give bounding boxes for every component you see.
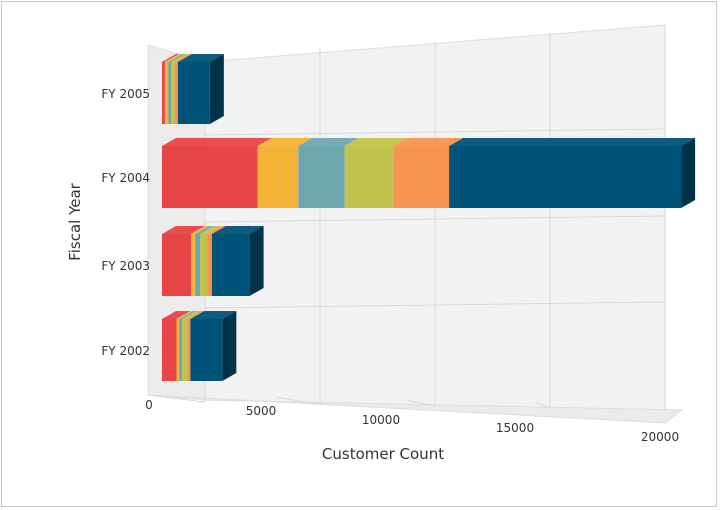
bar-segment-top [257,138,313,146]
x-tick-label: 15000 [496,421,534,435]
bar-segment [168,62,172,124]
bar-end-cap [249,226,264,296]
bar-segment [177,62,210,124]
bar-segment-top [177,54,224,62]
bars [162,54,696,381]
gridline-y [204,301,666,309]
bar-segment-top [200,226,222,234]
gridline-floor [277,397,321,405]
bar-segment [344,146,394,208]
y-tick-label: FY 2004 [101,171,150,185]
bar-segment [298,146,345,208]
gridline-floor [147,394,206,403]
y-axis-ticks: FY 2002 FY 2003 FY 2004 FY 2005 [101,87,150,358]
bar-segment-top [187,311,205,319]
bar-segment [162,234,191,296]
bar-segment-top [162,226,205,234]
bar-segment-top [162,138,272,146]
bar-segment [257,146,299,208]
bar-segment-top [162,54,179,62]
x-tick-label: 5000 [246,404,277,418]
bar-segment-top [182,311,202,319]
bar-segment-top [162,311,191,319]
bar-segment [179,319,183,381]
bar-segment [162,319,177,381]
bar-segment [174,62,178,124]
bar-segment [176,319,180,381]
bar-segment-top [344,138,408,146]
bar-segment-top [394,138,464,146]
bar-segment [171,62,175,124]
x-tick-label: 10000 [362,413,400,427]
bar-segment [162,62,165,124]
bar-segment [211,234,250,296]
bar-segment [191,234,196,296]
bar-segment-top [298,138,359,146]
chart-floor [147,394,684,424]
x-tick-label: 0 [145,398,153,412]
bar-segment [164,62,169,124]
bar-segment-top [164,54,183,62]
bar-end-cap [209,54,224,124]
gridlines [147,27,666,410]
bar-segment-top [449,138,696,146]
y-axis-title: Fiscal Year [66,182,84,260]
x-axis-ticks: 0 5000 10000 15000 20000 [145,398,679,444]
gridline-floor [535,402,551,409]
y-tick-label: FY 2003 [101,259,150,273]
bar-segment-top [174,54,192,62]
bar-segment-top [171,54,189,62]
bar-segment [162,146,258,208]
bar-segment [449,146,682,208]
bar-end-cap [681,138,696,208]
bar-segment-top [195,226,215,234]
bar-end-cap [222,311,237,381]
bar-segment-top [179,311,197,319]
bar-segment-top [207,226,226,234]
y-tick-label: FY 2002 [101,344,150,358]
bar-segment-top [211,226,264,234]
gridline-y [204,128,666,136]
bar-segment-top [191,226,210,234]
x-tick-label: 20000 [641,430,679,444]
bar-segment-top [168,54,186,62]
x-axis-title: Customer Count [322,445,444,463]
bar-segment [394,146,450,208]
bar-segment-top [176,311,194,319]
gridline-floor [406,399,436,407]
bar-segment [190,319,223,381]
bar-segment [187,319,191,381]
bar-segment-top [190,311,237,319]
bar-segment [200,234,208,296]
bar-segment [207,234,212,296]
bar-segment [195,234,201,296]
bar-segment [182,319,188,381]
gridline-y [204,215,666,223]
y-tick-label: FY 2005 [101,87,150,101]
